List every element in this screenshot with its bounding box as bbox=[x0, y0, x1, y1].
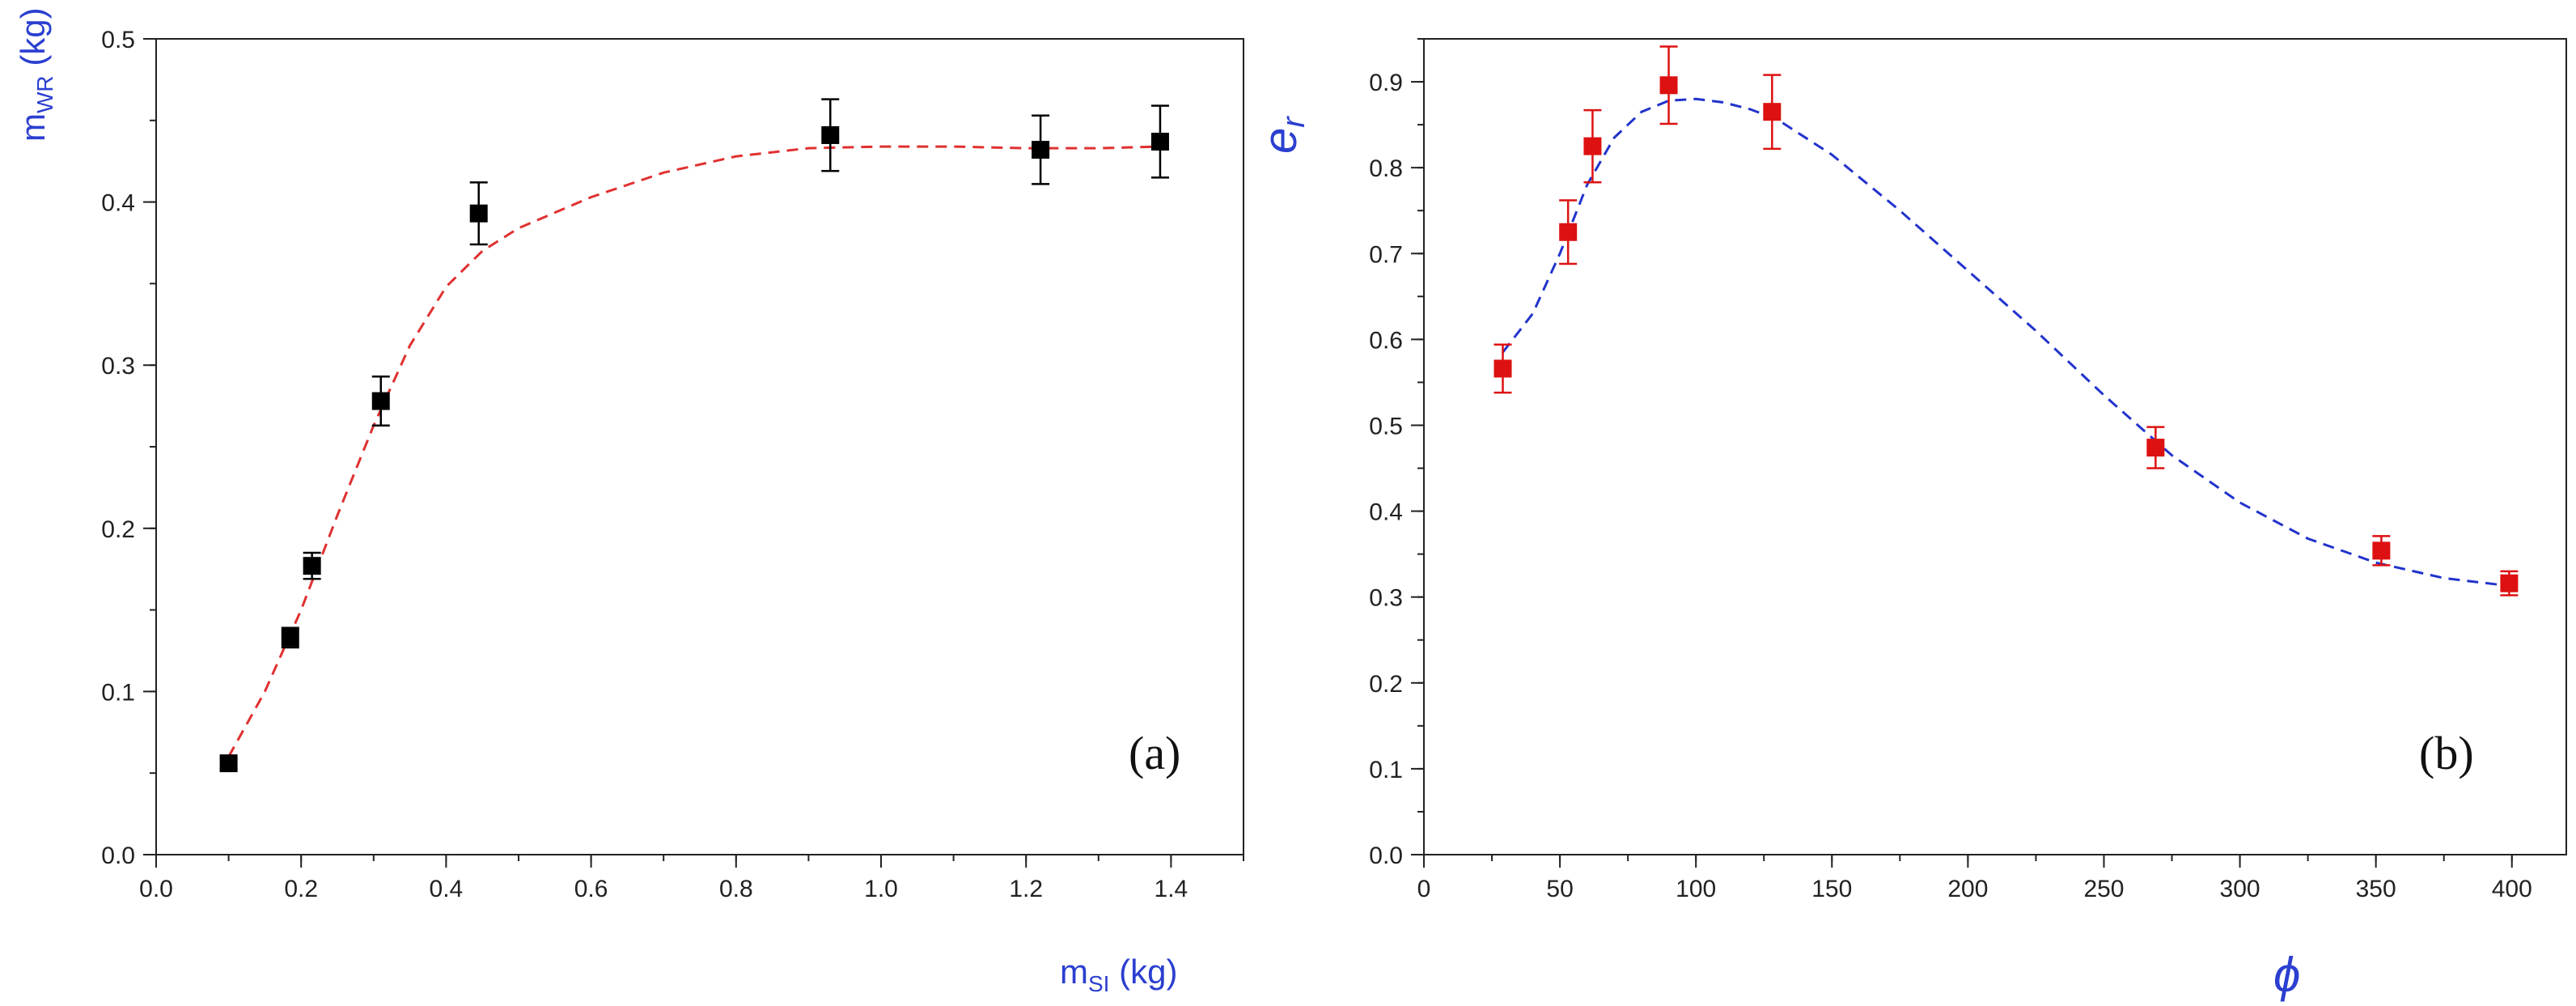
x-tick-label: 1.0 bbox=[864, 876, 898, 902]
y-axis-title-a-sub: WR bbox=[32, 75, 57, 113]
fit-curve-a bbox=[227, 145, 1161, 758]
y-tick-label: 0.9 bbox=[1369, 70, 1403, 96]
y-axis-title-b-sub: r bbox=[1276, 116, 1311, 128]
data-point bbox=[1659, 76, 1678, 95]
x-tick-label: 300 bbox=[2220, 876, 2260, 902]
y-tick-label: 0.6 bbox=[1369, 327, 1403, 354]
panel-a-label: (a) bbox=[1129, 727, 1180, 779]
data-point bbox=[303, 557, 321, 575]
chart-panel-a: 0.0 0.2 0.4 0.6 0.8 1.0 1.2 1.4 0.0 0.1 0.2 0.3 0.4 0… bbox=[14, 7, 1244, 996]
y-tick-label: 0.8 bbox=[1369, 155, 1403, 182]
x-tick-label: 1.2 bbox=[1009, 876, 1043, 902]
y-tick-label: 0.3 bbox=[1369, 585, 1403, 612]
plot-frame-b bbox=[1423, 38, 2567, 855]
y-axis-title-a-main: m bbox=[14, 113, 52, 142]
y-tick-label: 0.3 bbox=[101, 353, 135, 380]
y-tick-label: 0.1 bbox=[1369, 757, 1403, 783]
x-tick-label: 0.0 bbox=[139, 876, 173, 902]
y-tick-label: 0.0 bbox=[1369, 843, 1403, 869]
data-point bbox=[371, 392, 390, 410]
x-tick-label: 350 bbox=[2356, 876, 2396, 902]
y-tick-label: 0.2 bbox=[1369, 671, 1403, 698]
data-point bbox=[2372, 541, 2391, 560]
data-point bbox=[821, 125, 840, 144]
y-axis-title-b-main: e bbox=[1254, 128, 1307, 154]
data-point bbox=[1150, 133, 1169, 151]
data-point bbox=[1763, 103, 1782, 121]
data-point bbox=[469, 204, 488, 223]
y-tick-label: 0.5 bbox=[101, 27, 135, 53]
data-point bbox=[219, 754, 238, 773]
x-tick-label: 250 bbox=[2083, 876, 2124, 902]
data-point bbox=[1493, 359, 1512, 378]
x-axis-title-a-sub: SI bbox=[1088, 971, 1109, 996]
plot-area-b: 0 50 100 150 200 250 300 350 400 0.0 0.1 0.2 0.3 0.4 0… bbox=[1369, 38, 2567, 902]
y-tick-label: 0.1 bbox=[101, 679, 135, 706]
data-point bbox=[281, 628, 299, 647]
x-tick-label: 50 bbox=[1546, 876, 1573, 902]
x-tick-label: 0.8 bbox=[719, 876, 753, 902]
x-tick-label: 0.6 bbox=[574, 876, 608, 902]
plot-area-a: 0.0 0.2 0.4 0.6 0.8 1.0 1.2 1.4 0.0 0.1 0.2 0.3 0.4 0… bbox=[101, 27, 1244, 902]
x-tick-label: 150 bbox=[1811, 876, 1852, 902]
x-axis-title-a: mSI (kg) bbox=[1060, 953, 1177, 996]
x-axis-title-a-unit: (kg) bbox=[1109, 953, 1177, 991]
y-tick-label: 0.2 bbox=[101, 516, 135, 543]
data-point bbox=[1559, 223, 1578, 241]
x-axis-title-b-main: ϕ bbox=[2273, 948, 2300, 1002]
data-point bbox=[2500, 574, 2519, 592]
y-tick-label: 0.0 bbox=[101, 843, 135, 869]
x-tick-label: 200 bbox=[1947, 876, 1988, 902]
y-axis-title-a: mWR (kg) bbox=[14, 7, 57, 142]
data-point bbox=[1032, 141, 1050, 159]
data-point bbox=[1583, 137, 1602, 155]
x-tick-label: 100 bbox=[1676, 876, 1716, 902]
x-axis-title-a-main: m bbox=[1060, 953, 1088, 991]
y-axis-title-a-unit: (kg) bbox=[14, 7, 52, 75]
x-tick-label: 1.4 bbox=[1155, 876, 1188, 902]
y-tick-label: 0.4 bbox=[1369, 499, 1403, 526]
y-tick-label: 0.4 bbox=[101, 190, 135, 217]
x-tick-label: 400 bbox=[2492, 876, 2532, 902]
fit-curve-b bbox=[1502, 97, 2510, 588]
data-point bbox=[2146, 439, 2165, 457]
y-axis-title-b: er bbox=[1254, 116, 1311, 154]
plot-frame-a bbox=[155, 38, 1244, 855]
chart-panel-b: 0 50 100 150 200 250 300 350 400 0.0 0.1 0.2 0.3 0.4 0… bbox=[1254, 38, 2567, 1002]
y-tick-label: 0.5 bbox=[1369, 413, 1403, 439]
x-axis-title-b: ϕ bbox=[2273, 948, 2300, 1002]
x-tick-label: 0 bbox=[1417, 876, 1431, 902]
y-tick-label: 0.7 bbox=[1369, 241, 1403, 268]
x-tick-label: 0.2 bbox=[284, 876, 318, 902]
x-tick-label: 0.4 bbox=[430, 876, 464, 902]
panel-b-label: (b) bbox=[2419, 727, 2474, 779]
